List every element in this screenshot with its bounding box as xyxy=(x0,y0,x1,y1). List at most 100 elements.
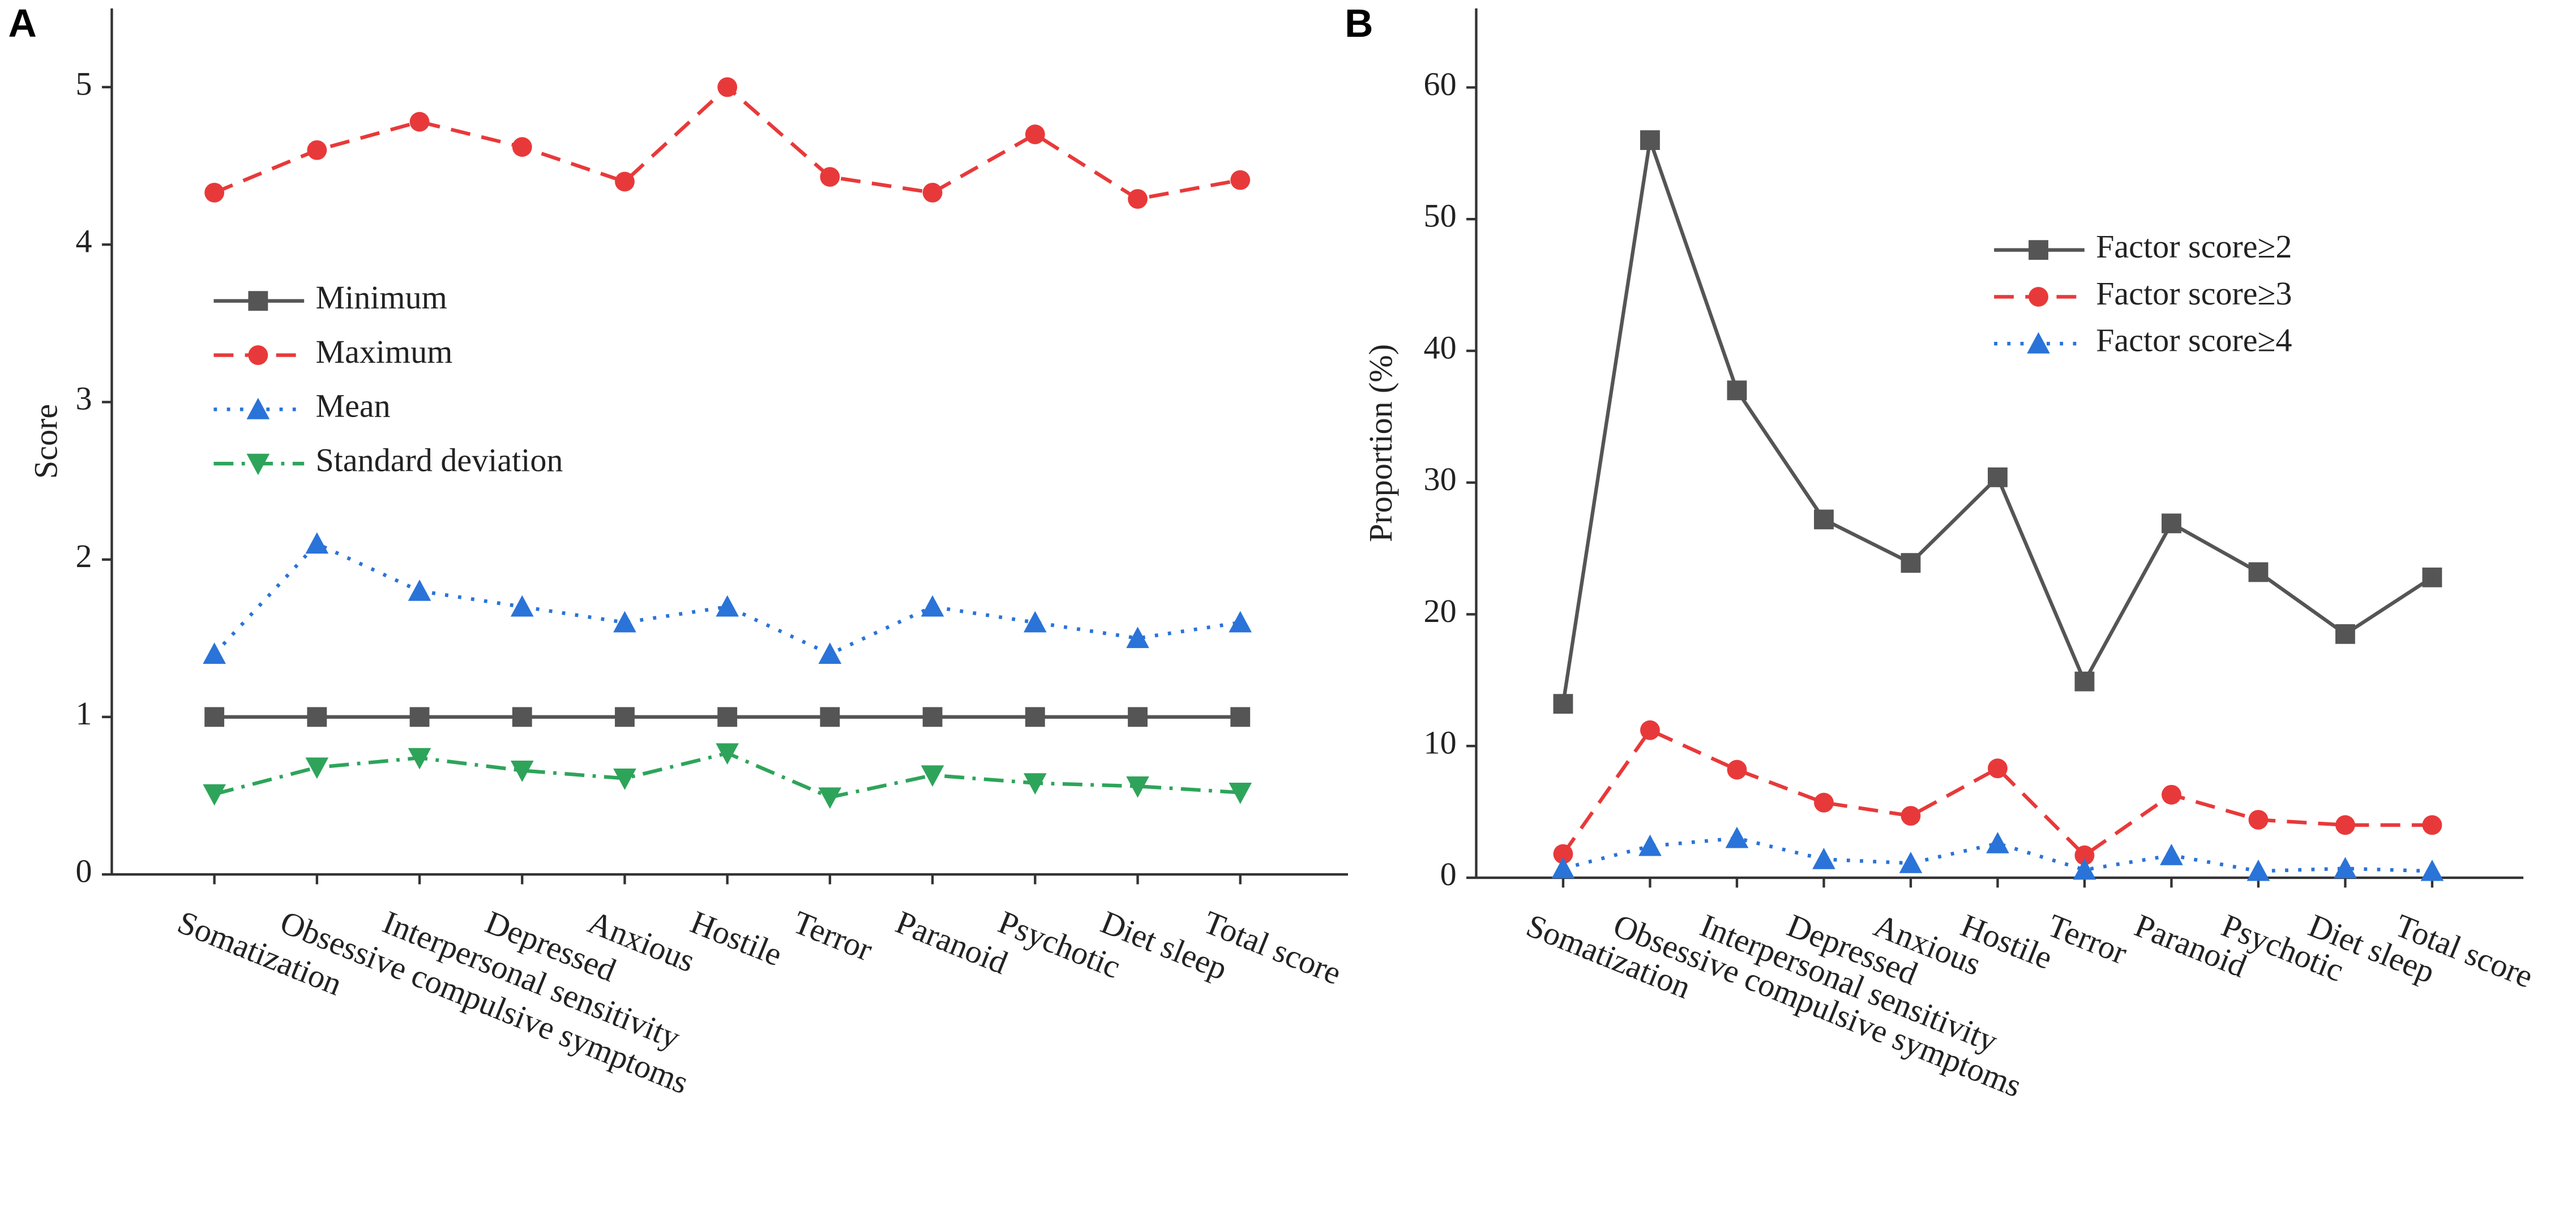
y-tick-label: 60 xyxy=(1424,66,1457,102)
marker xyxy=(1725,826,1749,848)
marker xyxy=(2162,513,2181,534)
marker xyxy=(1551,857,1575,879)
series-line xyxy=(213,84,1241,201)
marker xyxy=(2334,857,2357,879)
marker xyxy=(512,137,532,157)
marker xyxy=(717,77,738,97)
marker xyxy=(248,345,268,365)
marker xyxy=(921,765,944,787)
y-tick-label: 5 xyxy=(76,65,92,102)
marker xyxy=(818,642,842,664)
legend-label: Factor score≥4 xyxy=(2096,322,2292,359)
marker xyxy=(1986,832,2009,853)
marker xyxy=(1640,720,1660,740)
marker xyxy=(1126,776,1149,798)
series-line xyxy=(213,541,1241,656)
marker xyxy=(246,398,270,419)
marker xyxy=(2248,562,2269,582)
marker xyxy=(1988,758,2008,779)
marker xyxy=(2162,784,2181,805)
marker xyxy=(1128,189,1148,209)
marker xyxy=(409,707,430,727)
marker xyxy=(2074,845,2095,865)
legend-label: Minimum xyxy=(315,279,447,316)
marker xyxy=(1901,806,1921,826)
marker xyxy=(2029,240,2048,260)
marker xyxy=(1812,847,1835,869)
legend-label: Standard deviation xyxy=(315,442,563,479)
marker xyxy=(2029,287,2048,307)
marker xyxy=(615,171,635,192)
marker xyxy=(1553,694,1573,714)
y-tick-label: 50 xyxy=(1424,198,1457,234)
marker xyxy=(307,707,327,727)
marker xyxy=(613,611,636,633)
marker xyxy=(1814,509,1834,530)
x-tick-label: Paranoid xyxy=(891,903,1013,981)
legend-label: Factor score≥3 xyxy=(2096,275,2292,312)
marker xyxy=(613,768,636,790)
marker xyxy=(1229,611,1252,633)
y-tick-label: 3 xyxy=(76,380,92,417)
marker xyxy=(248,291,268,311)
marker xyxy=(204,182,225,203)
marker xyxy=(1640,130,1660,151)
x-tick-label: Terror xyxy=(788,903,878,968)
marker xyxy=(305,757,329,779)
marker xyxy=(716,595,739,617)
marker xyxy=(716,743,739,765)
marker xyxy=(717,707,738,727)
marker xyxy=(1727,380,1747,401)
y-tick-label: 2 xyxy=(76,538,92,574)
y-axis-label: Score xyxy=(27,404,64,479)
series-line xyxy=(1563,836,2432,873)
marker xyxy=(2420,859,2444,881)
marker xyxy=(203,642,226,664)
marker xyxy=(2160,843,2183,865)
x-tick-label: Hostile xyxy=(686,903,788,973)
marker xyxy=(246,453,270,475)
marker xyxy=(409,111,430,132)
y-tick-label: 40 xyxy=(1424,329,1457,366)
y-tick-label: 4 xyxy=(76,223,92,260)
legend-label: Maximum xyxy=(315,333,452,370)
y-tick-label: 1 xyxy=(76,695,92,732)
marker xyxy=(820,167,840,187)
marker xyxy=(1901,553,1921,573)
marker xyxy=(510,761,534,782)
marker xyxy=(2422,567,2442,587)
marker xyxy=(2248,810,2269,830)
marker xyxy=(1023,611,1047,633)
marker xyxy=(1023,773,1047,795)
marker xyxy=(1229,782,1252,804)
marker xyxy=(2246,859,2270,881)
y-axis-label: Proportion (%) xyxy=(1362,344,1399,542)
marker xyxy=(2335,815,2355,835)
marker xyxy=(820,707,840,727)
legend-label: Factor score≥2 xyxy=(2096,228,2292,265)
marker xyxy=(1025,125,1045,144)
marker xyxy=(1126,626,1149,649)
marker xyxy=(2027,332,2050,354)
y-tick-label: 10 xyxy=(1424,724,1457,761)
y-tick-label: 0 xyxy=(1440,856,1457,892)
marker xyxy=(818,787,842,809)
marker xyxy=(1899,851,1923,873)
marker xyxy=(1128,707,1148,727)
marker xyxy=(1553,844,1573,864)
marker xyxy=(204,707,225,727)
marker xyxy=(2422,815,2442,835)
y-tick-label: 30 xyxy=(1424,461,1457,497)
marker xyxy=(305,532,329,554)
y-tick-label: 20 xyxy=(1424,593,1457,629)
marker xyxy=(2074,671,2095,692)
marker xyxy=(1727,759,1747,780)
panel-label: B xyxy=(1345,1,1373,45)
marker xyxy=(510,595,534,617)
marker xyxy=(1814,792,1834,813)
y-tick-label: 0 xyxy=(76,852,92,889)
marker xyxy=(408,748,431,770)
marker xyxy=(2073,858,2096,880)
marker xyxy=(615,707,635,727)
